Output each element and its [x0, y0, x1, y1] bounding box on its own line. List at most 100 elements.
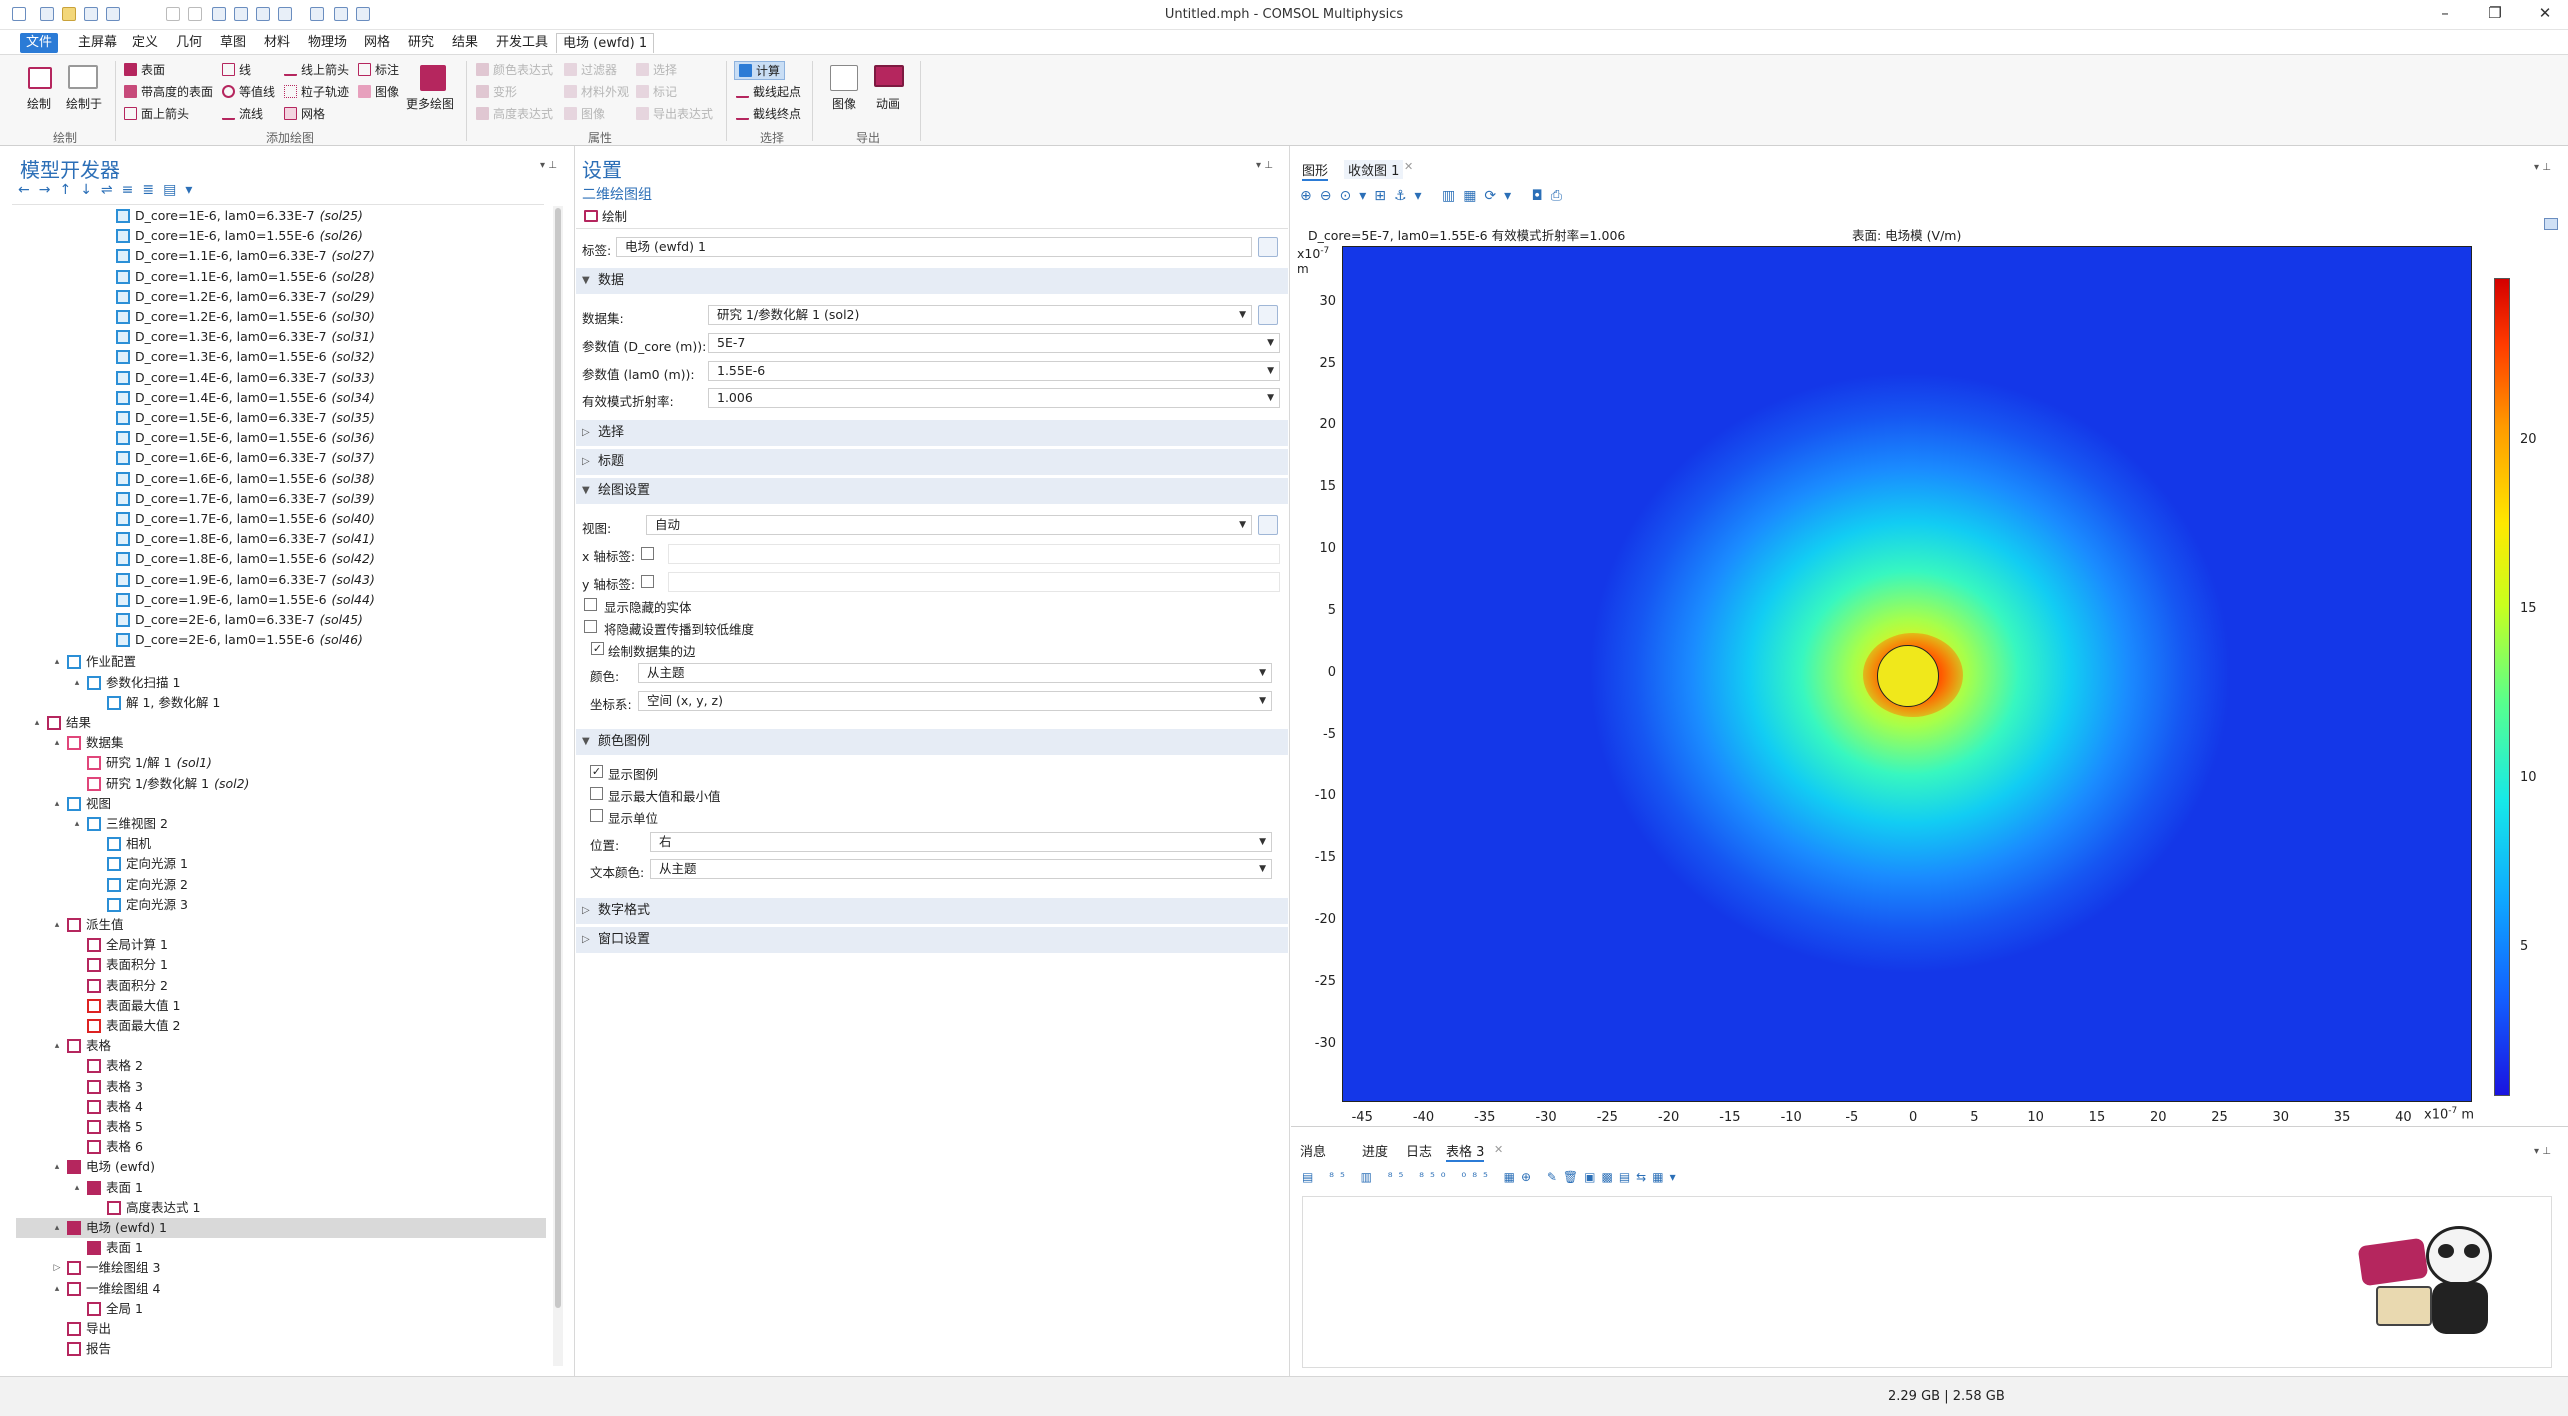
tree-item-light[interactable]: 定向光源 1 — [92, 854, 193, 874]
neff-select[interactable]: 1.006 ▼ — [708, 388, 1280, 408]
section-color-legend[interactable]: ▼ 颜色图例 — [576, 729, 1288, 755]
plot-in-icon[interactable] — [68, 65, 98, 89]
tree-item-plot2d[interactable]: ▴ 电场 (ewfd) — [52, 1157, 160, 1177]
tree-item-solution[interactable]: D_core=1.4E-6, lam0=6.33E-7 (sol33) — [116, 368, 375, 388]
tree-item-light[interactable]: 定向光源 3 — [92, 895, 193, 915]
maximize-icon[interactable]: ❐ — [2488, 4, 2502, 22]
expand-toggle-icon[interactable]: ▴ — [54, 738, 60, 749]
tree-item-int[interactable]: 表面积分 1 — [72, 955, 173, 975]
tab-mesh[interactable]: 网格 — [364, 35, 391, 50]
tree-item-plot2d[interactable]: ▴ 电场 (ewfd) 1 — [16, 1218, 546, 1238]
tree-item-height[interactable]: 高度表达式 1 — [92, 1198, 205, 1218]
propagate-hidden-checkbox[interactable] — [584, 620, 597, 633]
paste-icon[interactable] — [234, 7, 248, 21]
tree-scroll-thumb[interactable] — [555, 208, 561, 1308]
add-annotation[interactable]: 标注 — [358, 61, 399, 78]
show-units-checkbox[interactable] — [590, 809, 603, 822]
tree-toolbar[interactable]: ←→↑↓⇌≡≣▤▾ — [18, 182, 202, 198]
expand-toggle-icon[interactable]: ▴ — [54, 798, 60, 809]
tree-item-job[interactable]: ▴ 作业配置 — [52, 652, 141, 672]
tree-item-global[interactable]: 全局计算 1 — [72, 935, 173, 955]
tree-item-solution[interactable]: D_core=1.3E-6, lam0=1.55E-6 (sol32) — [116, 347, 375, 367]
tree-item-solution[interactable]: D_core=1.6E-6, lam0=6.33E-7 (sol37) — [116, 448, 375, 468]
minimize-icon[interactable]: – — [2441, 4, 2449, 22]
table-area[interactable] — [1302, 1196, 2552, 1368]
section-data[interactable]: ▼ 数据 — [576, 268, 1288, 294]
tree-item-tbl[interactable]: 表格 4 — [72, 1097, 148, 1117]
expand-toggle-icon[interactable]: ▴ — [54, 1283, 60, 1294]
tab-progress[interactable]: 进度 — [1362, 1145, 1389, 1160]
expand-toggle-icon[interactable]: ▴ — [34, 718, 40, 728]
tree-item-results[interactable]: ▴ 结果 — [32, 713, 96, 733]
tree-item-solution[interactable]: D_core=1.5E-6, lam0=6.33E-7 (sol35) — [116, 408, 375, 428]
tree-item-tbl[interactable]: 表格 5 — [72, 1117, 148, 1137]
expand-toggle-icon[interactable]: ▴ — [54, 1223, 60, 1233]
tree-item-derived[interactable]: ▴ 派生值 — [52, 915, 129, 935]
add-height-surface[interactable]: 带高度的表面 — [124, 83, 213, 100]
tree-item-tbl[interactable]: 表格 2 — [72, 1056, 148, 1076]
tree-item-solution[interactable]: D_core=1.8E-6, lam0=1.55E-6 (sol42) — [116, 549, 375, 569]
tree-item-solution[interactable]: D_core=1.4E-6, lam0=1.55E-6 (sol34) — [116, 388, 375, 408]
expand-toggle-icon[interactable]: ▴ — [74, 1182, 80, 1193]
add-mesh[interactable]: 网格 — [284, 105, 325, 122]
dataset-goto-icon[interactable] — [1258, 305, 1278, 325]
close-tab-icon[interactable]: ✕ — [1404, 160, 1414, 173]
zoom-icon[interactable] — [356, 7, 370, 21]
graphics-toolbar[interactable]: ⊕⊖⊙▾⊞⚓▾ ▥▦⟳▾ ◘⎙ — [1300, 188, 1570, 204]
more-plots-button[interactable]: 更多绘图 — [406, 97, 455, 111]
label-input[interactable]: 电场 (ewfd) 1 — [616, 237, 1252, 257]
add-streamline[interactable]: 流线 — [222, 105, 263, 122]
tab-study[interactable]: 研究 — [408, 35, 435, 50]
animation-button[interactable]: 动画 — [876, 97, 901, 111]
show-hidden-checkbox[interactable] — [584, 598, 597, 611]
tree-item-global[interactable]: 全局 1 — [72, 1299, 148, 1319]
tree-item-solution[interactable]: D_core=1.9E-6, lam0=6.33E-7 (sol43) — [116, 570, 375, 590]
deform[interactable]: 变形 — [476, 83, 517, 100]
height-expression[interactable]: 高度表达式 — [476, 105, 553, 122]
expand-toggle-icon[interactable]: ▴ — [54, 1162, 60, 1173]
tree-item-solution[interactable]: D_core=2E-6, lam0=6.33E-7 (sol45) — [116, 610, 363, 630]
copy-icon[interactable] — [212, 7, 226, 21]
tree-item-max[interactable]: 表面最大值 1 — [72, 996, 185, 1016]
tree-item-ds[interactable]: 研究 1/参数化解 1 (sol2) — [72, 774, 249, 794]
export-expression[interactable]: 导出表达式 — [636, 105, 713, 122]
tab-materials[interactable]: 材料 — [264, 35, 291, 50]
redo-icon[interactable] — [188, 7, 202, 21]
compact-icon[interactable] — [278, 7, 292, 21]
add-contour[interactable]: 等值线 — [222, 83, 275, 100]
tab-developer[interactable]: 开发工具 — [496, 35, 549, 50]
section-number-format[interactable]: ▷ 数字格式 — [576, 898, 1288, 924]
xaxis-input[interactable] — [668, 544, 1280, 564]
expand-toggle-icon[interactable]: ▴ — [54, 657, 60, 668]
new-icon[interactable] — [40, 7, 54, 21]
cutline-end[interactable]: 截线终点 — [736, 105, 801, 122]
add-particle[interactable]: 粒子轨迹 — [284, 83, 349, 100]
section-window-settings[interactable]: ▷ 窗口设置 — [576, 927, 1288, 953]
expand-toggle-icon[interactable]: ▴ — [74, 677, 80, 688]
tree-item-solution[interactable]: D_core=1.7E-6, lam0=6.33E-7 (sol39) — [116, 489, 375, 509]
color-expression[interactable]: 颜色表达式 — [476, 61, 553, 78]
open-icon[interactable] — [62, 7, 76, 21]
tab-graphics[interactable]: 图形 — [1302, 160, 1329, 181]
tree-item-camera[interactable]: 相机 — [92, 834, 156, 854]
tree-item-solution[interactable]: D_core=1.2E-6, lam0=6.33E-7 (sol29) — [116, 287, 375, 307]
param1-select[interactable]: 5E-7 ▼ — [708, 333, 1280, 353]
expand-toggle-icon[interactable]: ▷ — [53, 1263, 61, 1274]
tree-item-solution[interactable]: D_core=1.2E-6, lam0=1.55E-6 (sol30) — [116, 307, 375, 327]
tree-item-sweep[interactable]: ▴ 参数化扫描 1 — [72, 673, 185, 693]
tree-item-report[interactable]: 报告 — [52, 1339, 116, 1359]
textcolor-select[interactable]: 从主题 ▼ — [650, 859, 1272, 879]
save-as-icon[interactable] — [106, 7, 120, 21]
tab-results[interactable]: 结果 — [452, 35, 479, 50]
dataset-select[interactable]: 研究 1/参数化解 1 (sol2) ▼ — [708, 305, 1252, 325]
add-surface[interactable]: 表面 — [124, 61, 165, 78]
tree-item-tbl[interactable]: 表格 6 — [72, 1137, 148, 1157]
section-selection[interactable]: ▷ 选择 — [576, 420, 1288, 446]
tree-item-datasets[interactable]: ▴ 数据集 — [52, 733, 129, 753]
duplicate-icon[interactable] — [256, 7, 270, 21]
build-icon[interactable] — [310, 7, 324, 21]
tree-item-views[interactable]: ▴ 视图 — [52, 794, 116, 814]
tab-messages[interactable]: 消息 — [1300, 1145, 1327, 1160]
image-attr[interactable]: 图像 — [564, 105, 605, 122]
tree-item-solution[interactable]: D_core=1.5E-6, lam0=1.55E-6 (sol36) — [116, 428, 375, 448]
